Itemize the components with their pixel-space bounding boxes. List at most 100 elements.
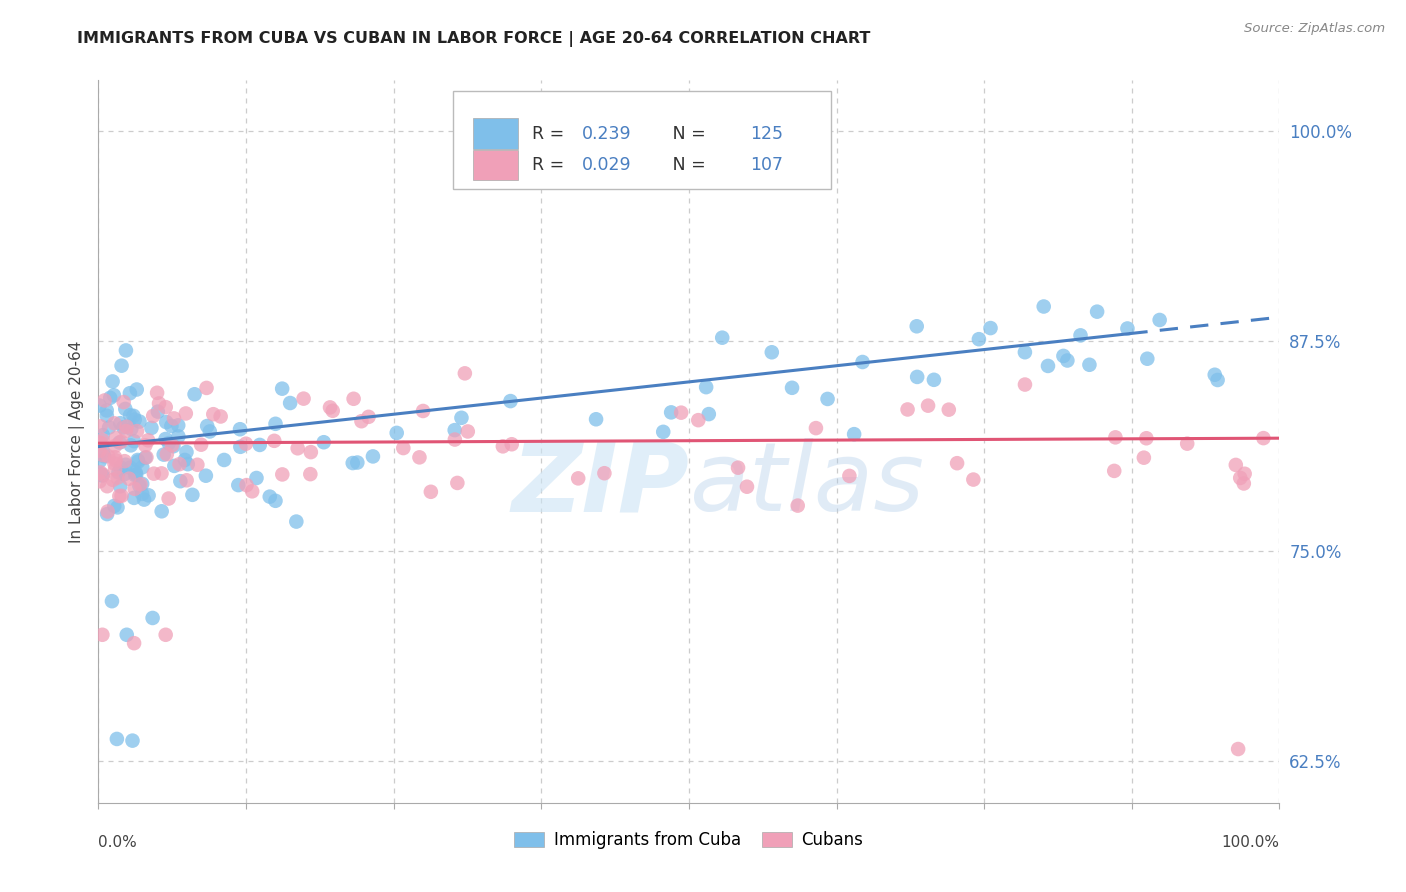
- Point: [1104, 430, 1126, 444]
- Point: [287, 442, 309, 456]
- Point: [209, 409, 232, 424]
- Point: [121, 733, 143, 747]
- Point: [115, 343, 138, 358]
- Point: [444, 433, 467, 447]
- Point: [89, 443, 111, 458]
- Text: IMMIGRANTS FROM CUBA VS CUBAN IN LABOR FORCE | AGE 20-64 CORRELATION CHART: IMMIGRANTS FROM CUBA VS CUBAN IN LABOR F…: [77, 31, 870, 47]
- Point: [103, 417, 125, 431]
- Point: [93, 449, 115, 463]
- Point: [97, 504, 120, 518]
- Point: [842, 427, 865, 442]
- Point: [1116, 321, 1139, 335]
- Point: [499, 394, 522, 409]
- Point: [1078, 358, 1101, 372]
- Point: [104, 462, 127, 476]
- Point: [103, 457, 125, 471]
- Point: [979, 321, 1001, 335]
- Point: [124, 412, 146, 426]
- Point: [169, 457, 191, 471]
- Point: [114, 401, 136, 416]
- Point: [142, 611, 165, 625]
- Point: [115, 628, 138, 642]
- Point: [122, 409, 145, 423]
- Point: [105, 731, 128, 746]
- Text: 125: 125: [751, 125, 783, 143]
- Point: [245, 471, 267, 485]
- Point: [89, 475, 111, 489]
- Point: [235, 478, 257, 492]
- Point: [104, 453, 127, 467]
- Point: [659, 405, 682, 419]
- Point: [412, 404, 434, 418]
- Text: 0.029: 0.029: [582, 156, 631, 174]
- Point: [195, 419, 218, 434]
- Point: [1233, 467, 1256, 481]
- Point: [176, 473, 198, 487]
- Point: [299, 445, 322, 459]
- Point: [346, 456, 368, 470]
- Point: [761, 345, 783, 359]
- Point: [1175, 436, 1198, 450]
- Point: [1149, 313, 1171, 327]
- Point: [107, 470, 129, 484]
- Point: [851, 355, 873, 369]
- Text: 100.0%: 100.0%: [1222, 835, 1279, 850]
- Text: ZIP: ZIP: [510, 438, 689, 532]
- Point: [90, 467, 112, 482]
- Point: [101, 375, 124, 389]
- Point: [124, 468, 146, 483]
- Point: [174, 407, 197, 421]
- Point: [457, 425, 479, 439]
- FancyBboxPatch shape: [453, 91, 831, 189]
- Point: [120, 409, 142, 423]
- Point: [1233, 476, 1256, 491]
- Point: [163, 458, 186, 473]
- Point: [104, 431, 127, 445]
- Point: [142, 467, 165, 481]
- Point: [163, 411, 186, 425]
- Point: [160, 438, 183, 452]
- Point: [101, 473, 124, 487]
- Point: [1227, 742, 1250, 756]
- Point: [104, 439, 127, 453]
- Point: [157, 436, 180, 450]
- Point: [299, 467, 322, 482]
- Point: [190, 438, 212, 452]
- Point: [104, 450, 127, 465]
- Point: [938, 402, 960, 417]
- Point: [150, 467, 173, 481]
- Point: [128, 415, 150, 429]
- Point: [905, 370, 928, 384]
- Point: [183, 387, 205, 401]
- Point: [194, 468, 217, 483]
- Point: [1133, 450, 1156, 465]
- Point: [134, 450, 156, 465]
- Point: [89, 399, 111, 413]
- Point: [501, 437, 523, 451]
- Point: [446, 475, 468, 490]
- Point: [98, 420, 121, 434]
- Point: [107, 500, 129, 515]
- Point: [146, 404, 169, 418]
- Point: [186, 458, 208, 472]
- Point: [91, 628, 114, 642]
- Point: [115, 424, 138, 438]
- Point: [593, 467, 616, 481]
- Point: [240, 484, 263, 499]
- Point: [122, 491, 145, 505]
- Point: [278, 396, 301, 410]
- Point: [122, 636, 145, 650]
- Point: [112, 467, 135, 482]
- Point: [112, 395, 135, 409]
- Point: [136, 434, 159, 448]
- Point: [727, 460, 749, 475]
- Point: [350, 414, 373, 428]
- Point: [962, 473, 984, 487]
- Point: [89, 454, 111, 468]
- Point: [838, 469, 860, 483]
- Point: [132, 492, 155, 507]
- Point: [922, 373, 945, 387]
- Legend: Immigrants from Cuba, Cubans: Immigrants from Cuba, Cubans: [508, 824, 870, 856]
- Point: [392, 441, 415, 455]
- Point: [1206, 373, 1229, 387]
